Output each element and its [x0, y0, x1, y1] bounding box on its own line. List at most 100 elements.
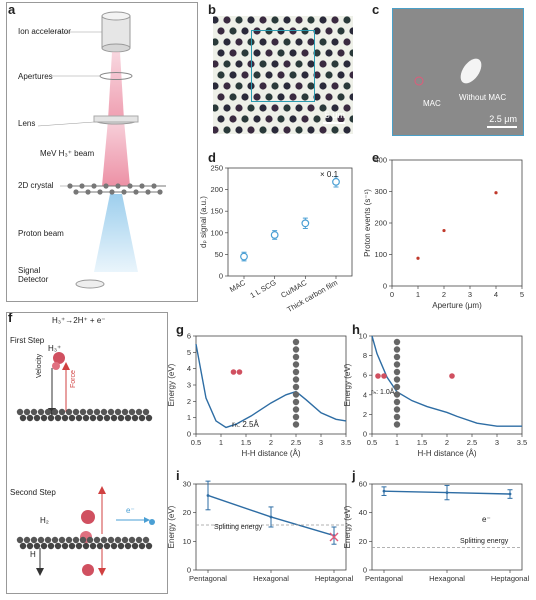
y-axis-label-j: Energy (eV): [343, 505, 352, 548]
hole: [337, 93, 345, 101]
cross-mark: [329, 532, 339, 542]
hole: [325, 49, 333, 57]
hole: [277, 71, 285, 79]
hole: [319, 60, 327, 68]
hole: [283, 82, 291, 90]
hole: [283, 16, 291, 24]
y-axis-label-h: Energy (eV): [343, 363, 352, 406]
hole: [349, 115, 353, 123]
panel-a-letter: a: [8, 2, 16, 17]
hole: [349, 49, 353, 57]
sheet-atom: [30, 536, 38, 544]
sheet-atom: [135, 536, 143, 544]
stacked-atom-h: [393, 376, 401, 383]
sheet-atom: [72, 536, 80, 544]
sheet-atom: [93, 408, 101, 416]
stacked-atom-g: [292, 398, 300, 406]
selection-square: [251, 30, 315, 102]
sheet-atom: [103, 542, 111, 550]
x-tick-label-g: 2: [269, 438, 273, 447]
y-tick-label-h: 6: [363, 371, 367, 380]
label-signal: Signal: [18, 266, 41, 275]
plot-frame-e: [391, 159, 523, 287]
sheet-atom: [54, 542, 62, 550]
hole: [343, 126, 351, 134]
plot-frame-d: [227, 167, 353, 277]
graphene-sheets: [16, 408, 153, 550]
crystal-atom: [151, 183, 157, 189]
hole: [319, 38, 327, 46]
hole: [259, 60, 267, 68]
category-label-j: Pentagonal: [365, 574, 403, 583]
x-axis-label-h: H-H distance (Å): [417, 449, 476, 458]
hole: [213, 38, 219, 46]
label-first-step: First Step: [10, 336, 45, 345]
label-detector: Detector: [18, 275, 49, 284]
hole: [277, 49, 285, 57]
hole: [307, 82, 315, 90]
panel-a-schematic: [37, 11, 166, 289]
label-ion-accelerator: Ion accelerator: [18, 27, 71, 36]
x-tick-label-g: 3: [319, 438, 323, 447]
chart-g: 0 1 2 3 4 5 6 0.5 1 1.5 2 2.5 3 3.5 Energy (eV) H-H dis…: [167, 332, 351, 459]
scale-label-b: 5 μm: [324, 110, 345, 120]
crystal-atom: [85, 189, 91, 195]
data-point-e: [442, 228, 446, 233]
hole: [295, 82, 303, 90]
stacked-atom-h: [393, 413, 401, 421]
hole: [301, 115, 309, 123]
chart-i: 0 10 20 30 Pentagonal Hexagonal Heptagonal Ener…: [167, 480, 354, 584]
y-tick-label-i: 10: [183, 537, 191, 546]
sheet-atom: [37, 408, 45, 416]
stacked-atom-h: [393, 368, 401, 376]
panel-f-frame: [6, 312, 168, 594]
y-tick-label-e: 200: [374, 219, 387, 228]
sheet-atom: [16, 536, 24, 544]
x-tick-label-h: 0.5: [367, 438, 377, 447]
hole: [235, 126, 243, 134]
panel-a-frame: [6, 2, 198, 302]
y-tick-label-j: 60: [359, 480, 367, 489]
hole: [325, 115, 333, 123]
sheet-atom: [142, 408, 150, 416]
hole: [295, 126, 303, 134]
crystal-atom: [79, 183, 85, 189]
hydrogen-atom-g: [230, 369, 237, 375]
data-point-j: [382, 489, 386, 493]
panel-e-letter: e: [372, 150, 380, 165]
hole: [217, 71, 225, 79]
hole: [319, 104, 327, 112]
sheet-atom: [33, 542, 41, 550]
y-tick-label-h: 10: [359, 332, 367, 341]
sheet-atom: [72, 408, 80, 416]
hole: [241, 115, 249, 123]
sheet-atom: [58, 536, 66, 544]
hole: [307, 104, 315, 112]
hole: [235, 104, 243, 112]
hole: [307, 60, 315, 68]
stacked-atom-h: [393, 398, 401, 406]
sheet-atom: [114, 536, 122, 544]
x-tick-label-e: 1: [416, 290, 420, 299]
hole: [349, 93, 353, 101]
panel-b-image: 5 μm: [213, 16, 353, 134]
sheet-atom: [100, 408, 108, 416]
y-tick-label-e: 0: [383, 282, 387, 291]
hole: [259, 82, 267, 90]
sheet-atom: [93, 536, 101, 544]
crystal-atom: [145, 189, 151, 195]
sheet-atom: [54, 414, 62, 422]
plot-frame-g: [195, 335, 347, 435]
x-tick-label-e: 2: [442, 290, 446, 299]
hole: [343, 38, 351, 46]
hole: [271, 38, 279, 46]
sheet-atom: [30, 408, 38, 416]
sheet-atom: [124, 542, 132, 550]
hole: [253, 71, 261, 79]
sheet-atom: [124, 414, 132, 422]
y-tick-label-d: 150: [210, 207, 223, 216]
hole: [271, 126, 279, 134]
hole: [307, 16, 315, 24]
y-tick-label-g: 5: [187, 348, 191, 357]
